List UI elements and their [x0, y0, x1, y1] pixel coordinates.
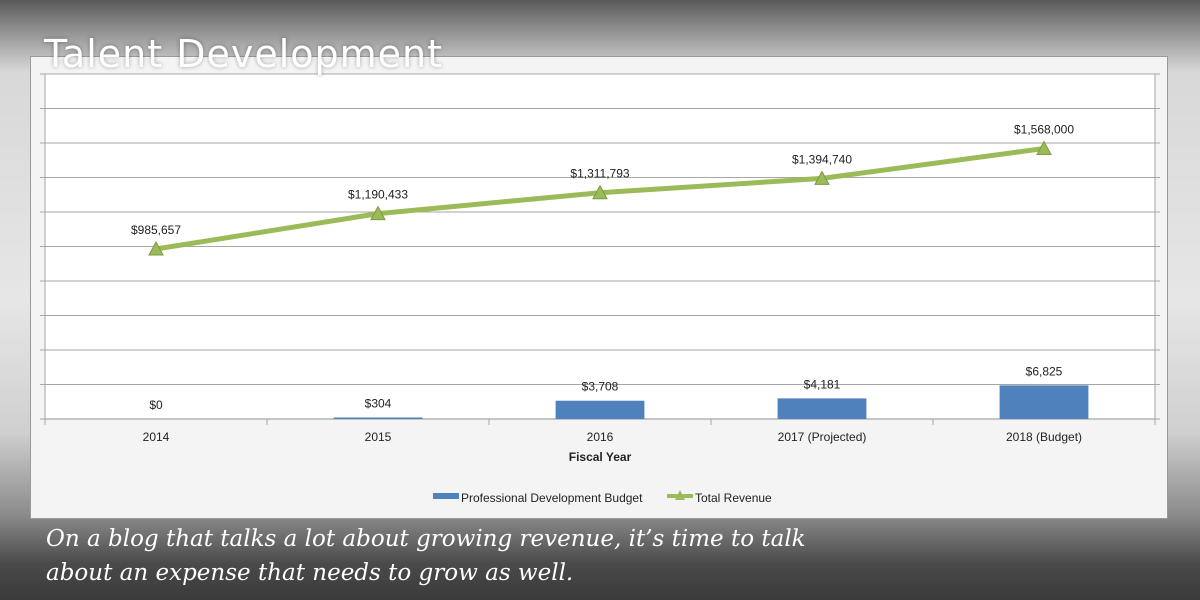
- revenue-data-label: $1,394,740: [792, 152, 852, 166]
- revenue-data-label: $985,657: [131, 223, 181, 237]
- x-tick-label: 2016: [587, 430, 614, 444]
- legend-label-budget: Professional Development Budget: [461, 491, 643, 505]
- revenue-marker: [370, 205, 386, 221]
- chart: $0 $304 $3,708 $4,181 $6,825 $985,657 $1,190,4…: [40, 73, 1160, 505]
- bar: [555, 400, 645, 419]
- revenue-data-label: $1,311,793: [570, 167, 629, 181]
- chart-panel: $0 $304 $3,708 $4,181 $6,825 $985,657 $1,190,4…: [30, 56, 1168, 519]
- legend-swatch-budget: [433, 493, 459, 499]
- page-title: Talent Development: [44, 32, 444, 76]
- bar: [777, 398, 867, 419]
- bar-data-label: $6,825: [1026, 364, 1063, 378]
- bar: [333, 417, 423, 419]
- bar-data-label: $4,181: [804, 377, 841, 391]
- bar-data-label: $304: [365, 397, 392, 411]
- revenue-marker: [814, 170, 830, 185]
- revenue-marker: [148, 240, 164, 256]
- legend-label-revenue: Total Revenue: [695, 491, 772, 505]
- x-tick-label: 2018 (Budget): [1006, 430, 1082, 444]
- x-tick-label: 2015: [365, 430, 392, 444]
- caption: On a blog that talks a lot about growing…: [46, 522, 946, 590]
- x-tick-label: 2014: [143, 430, 170, 444]
- caption-line-2: about an expense that needs to grow as w…: [46, 560, 574, 586]
- x-tick-label: 2017 (Projected): [778, 430, 867, 444]
- revenue-data-label: $1,190,433: [348, 188, 408, 202]
- caption-line-1: On a blog that talks a lot about growing…: [46, 526, 806, 552]
- legend-marker-revenue: [675, 490, 685, 500]
- bar-data-label: $0: [149, 398, 163, 412]
- revenue-marker: [1036, 140, 1052, 156]
- revenue-marker: [592, 184, 608, 200]
- x-axis-title: Fiscal Year: [569, 450, 632, 464]
- revenue-data-label: $1,568,000: [1014, 123, 1074, 137]
- bar: [999, 385, 1089, 419]
- bar-data-label: $3,708: [582, 380, 619, 394]
